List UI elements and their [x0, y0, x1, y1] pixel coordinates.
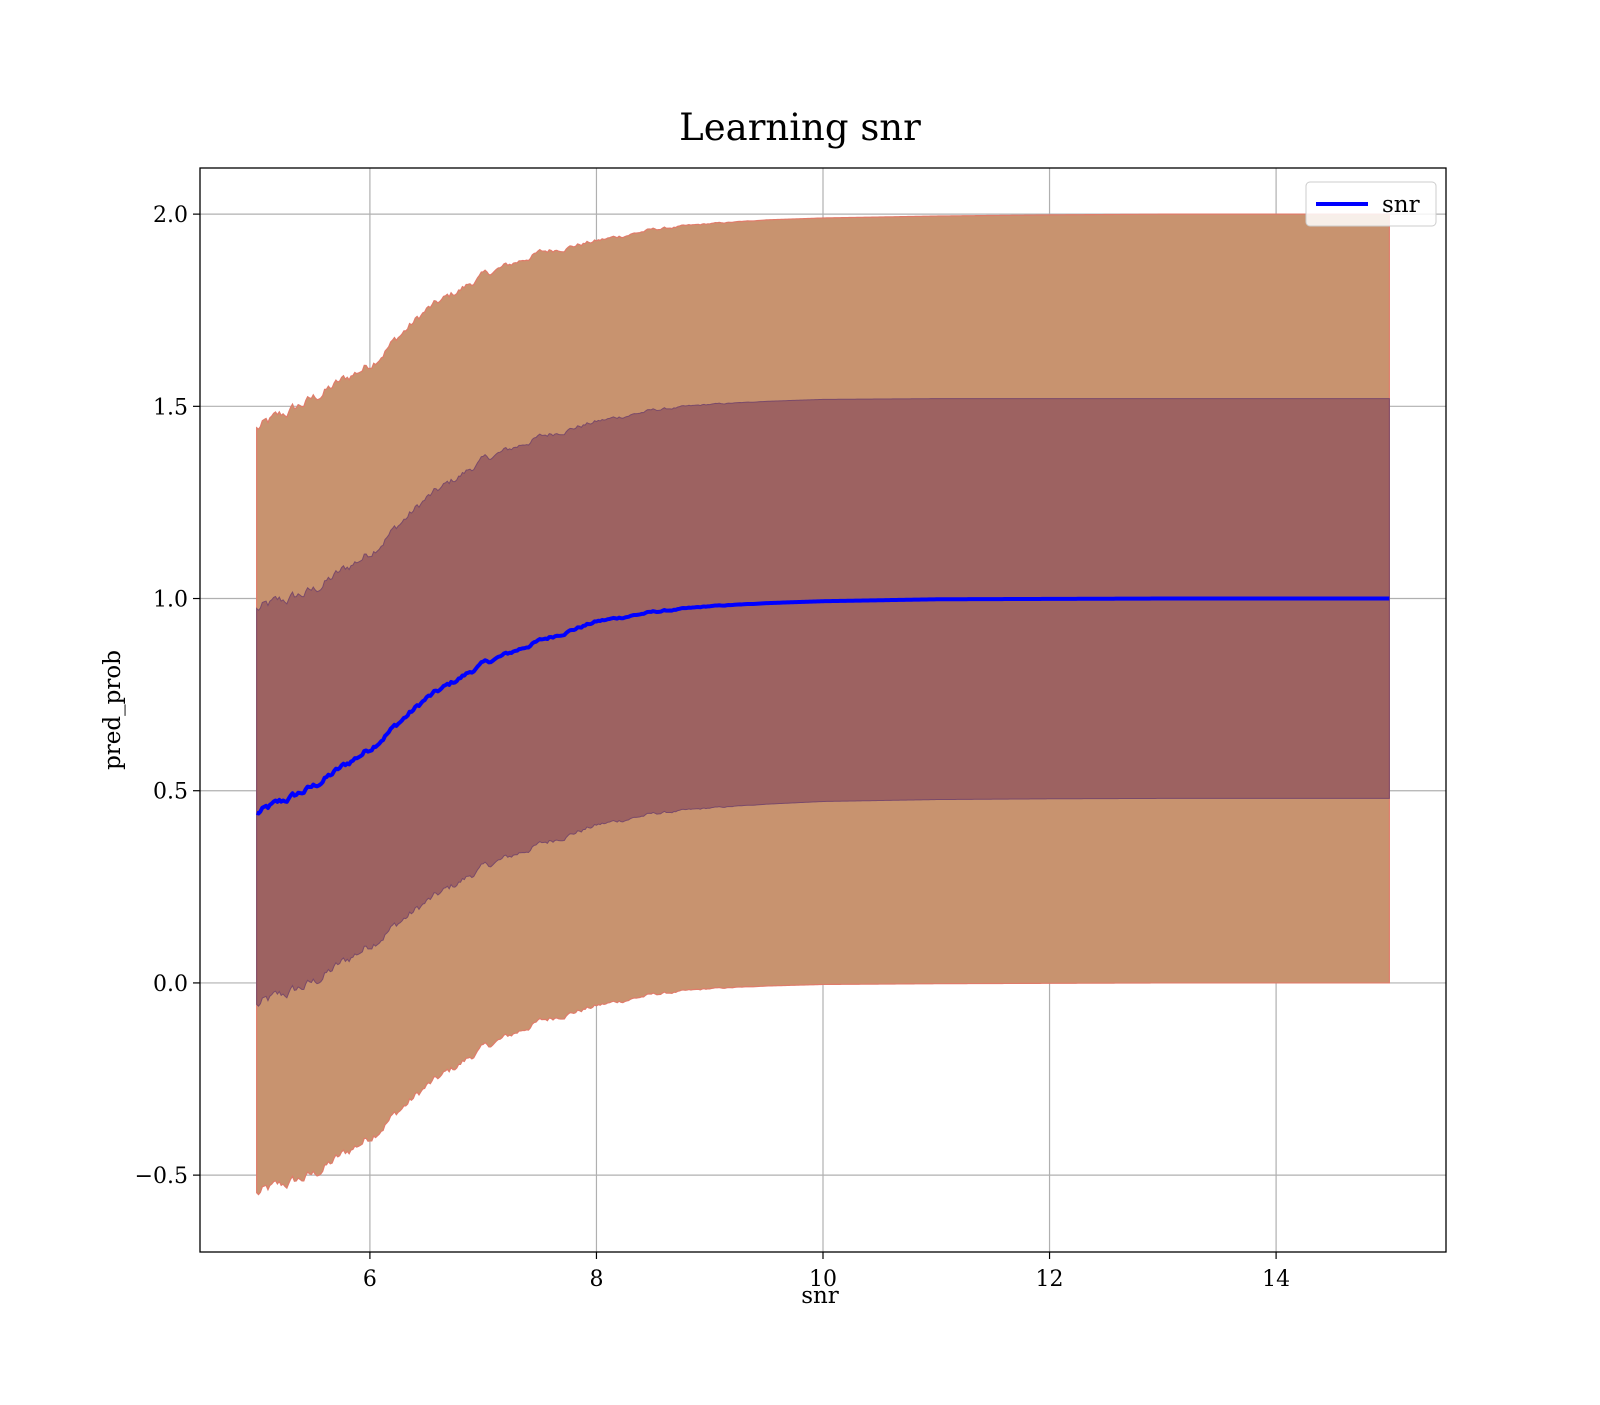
x-axis-label: snr	[801, 1283, 839, 1309]
y-axis-label: pred_prob	[100, 650, 126, 770]
plot-area: 6 8 10 12 14 −0.5 0.0 0.5 1.0 1.5 2.0	[135, 167, 1447, 1292]
legend: snr	[1305, 181, 1437, 227]
y-tick-label-1: 0.0	[153, 972, 188, 997]
legend-box	[1305, 181, 1437, 227]
y-tick-label-0: −0.5	[135, 1164, 188, 1189]
y-tick-label-3: 1.0	[153, 588, 188, 613]
x-tick-label-4: 14	[1262, 1267, 1290, 1292]
legend-label-snr: snr	[1382, 192, 1420, 218]
y-tick-label-2: 0.5	[153, 780, 188, 805]
x-tick-label-0: 6	[363, 1267, 377, 1292]
inner-band	[256, 398, 1390, 1007]
x-tick-label-3: 12	[1036, 1267, 1064, 1292]
x-tick-label-1: 8	[589, 1267, 603, 1292]
series-line-snr	[256, 596, 1390, 816]
y-tick-label-5: 2.0	[153, 203, 188, 228]
chart-title: Learning snr	[679, 106, 921, 149]
y-tick-label-4: 1.5	[153, 395, 188, 420]
x-tick-label-2: 10	[809, 1267, 837, 1292]
